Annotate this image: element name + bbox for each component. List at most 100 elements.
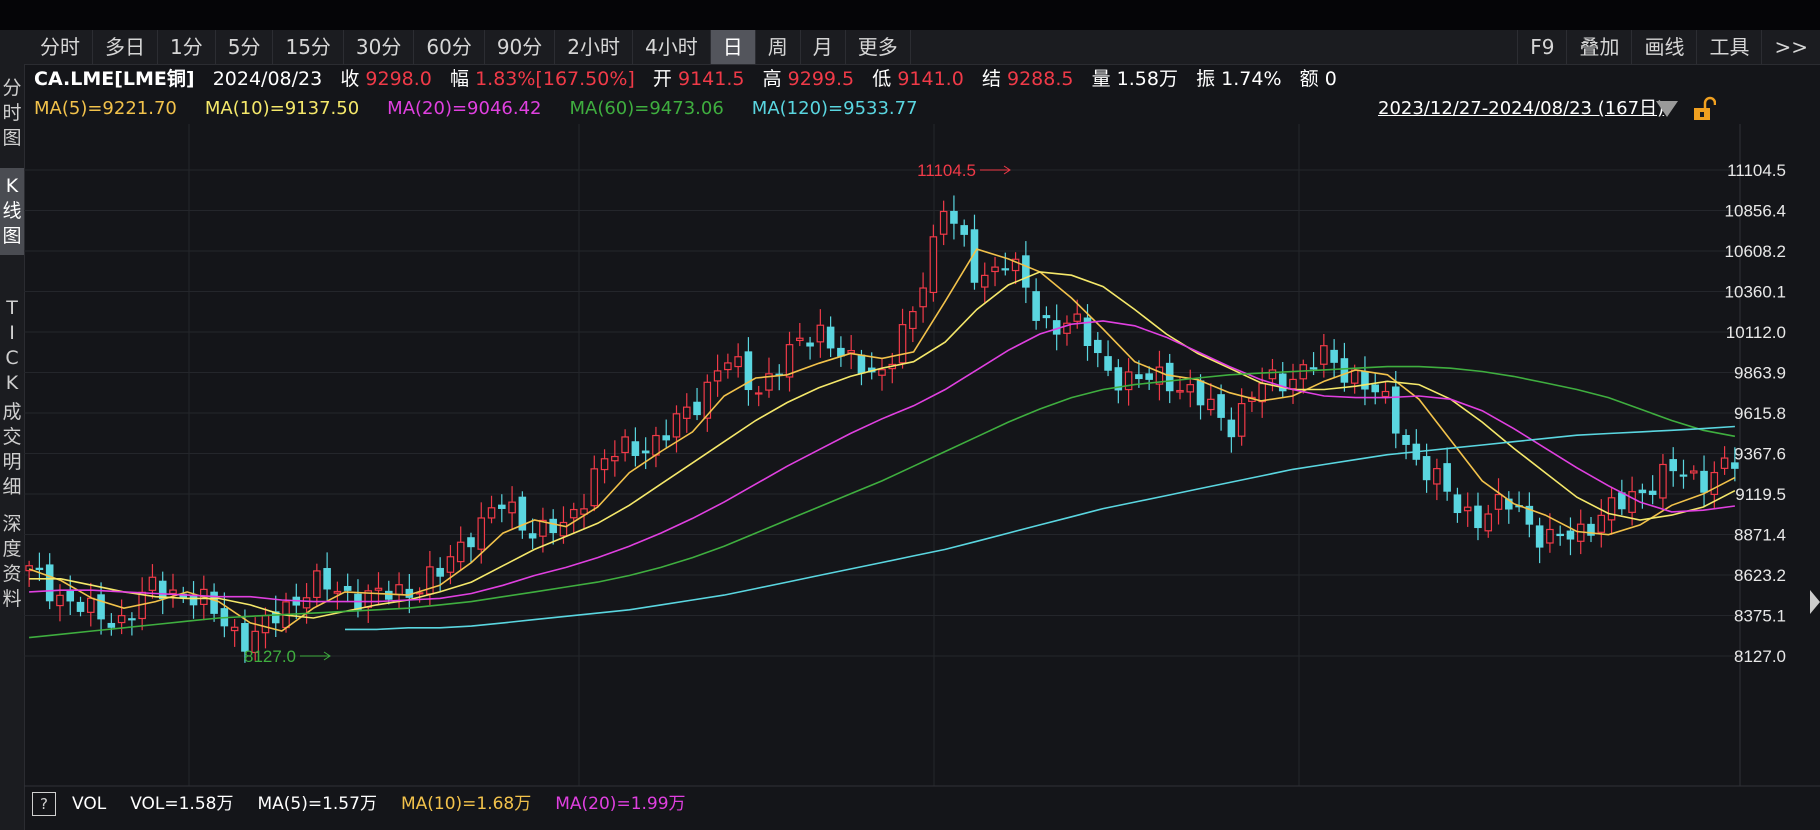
candle-body	[1587, 523, 1595, 536]
candle-body	[1391, 386, 1400, 434]
tool-button[interactable]: 工具	[1696, 30, 1761, 64]
open-label: 开	[652, 68, 672, 90]
ma-legend-item: MA(10)=9137.50	[204, 98, 360, 119]
candle-body	[456, 541, 465, 563]
candle-body	[1700, 470, 1708, 493]
candle-body	[343, 585, 352, 591]
period-tab[interactable]: 多日	[93, 30, 158, 64]
symbol-label: CA.LME[LME铜]	[34, 68, 195, 90]
y-tick-label: 10360.1	[1725, 283, 1786, 302]
period-tab[interactable]: 1分	[158, 30, 216, 64]
unlock-icon[interactable]	[1690, 96, 1716, 122]
candle-body	[128, 618, 136, 621]
volume-label: 量	[1091, 68, 1111, 90]
candle-body	[796, 337, 804, 342]
candle-body	[1689, 470, 1698, 474]
period-tab[interactable]: 周	[756, 30, 801, 64]
period-tab[interactable]: 15分	[273, 30, 344, 64]
range-dropdown-icon[interactable]	[1656, 101, 1678, 117]
candle-body	[1145, 373, 1153, 380]
tool-button[interactable]: 叠加	[1566, 30, 1631, 64]
help-icon[interactable]: ?	[32, 792, 56, 816]
side-tab[interactable]: 分时图	[2, 77, 22, 149]
tool-button[interactable]: F9	[1517, 30, 1566, 64]
expand-right-icon[interactable]	[1810, 590, 1820, 614]
candle-body	[436, 567, 444, 577]
candle-body	[1628, 491, 1636, 513]
tool-button[interactable]: 画线	[1631, 30, 1696, 64]
candle-body	[251, 630, 259, 654]
candle-body	[1463, 506, 1472, 512]
candle-body	[641, 450, 650, 454]
high-label: 高	[762, 68, 782, 90]
candle-body	[1474, 505, 1482, 529]
ma-legend-item: MA(120)=9533.77	[751, 98, 918, 119]
close-value: 9298.0	[365, 68, 432, 90]
candle-body	[1135, 374, 1143, 380]
period-tab[interactable]: 月	[801, 30, 846, 64]
volume-legend: ? VOL VOL=1.58万 MA(5)=1.57万 MA(10)=1.68万 MA…	[32, 790, 710, 818]
period-tab[interactable]: 更多	[846, 30, 911, 64]
volume-legend-item: MA(10)=1.68万	[400, 794, 532, 814]
candle-body	[631, 441, 640, 456]
candle-body	[672, 413, 681, 438]
period-tab[interactable]: 分时	[28, 30, 93, 64]
y-tick-label: 8623.2	[1734, 566, 1786, 585]
candle-body	[1340, 358, 1349, 383]
candle-body	[1330, 349, 1338, 363]
period-tab[interactable]: 90分	[485, 30, 556, 64]
candle-body	[1648, 490, 1657, 495]
candle-body	[1679, 474, 1688, 477]
candle-body	[1556, 533, 1564, 537]
candle-body	[210, 591, 218, 614]
candle-body	[1607, 497, 1616, 521]
candle-body	[1453, 494, 1462, 514]
chart-tools: F9 叠加 画线 工具 >>	[1517, 30, 1820, 64]
y-tick-label: 8127.0	[1734, 647, 1786, 666]
candle-body	[35, 567, 44, 571]
date-range-selector[interactable]: 2023/12/27-2024/08/23 (167日)	[1378, 98, 1665, 119]
period-toolbar: 分时 多日 1分 5分 15分 30分 60分 90分 2小时 4小时日周月更多 F9 叠加 画线 工具…	[0, 30, 1820, 65]
ma-legend-item: MA(5)=9221.70	[34, 98, 177, 119]
candle-body	[66, 590, 75, 602]
candle-body	[1494, 493, 1503, 510]
period-tab[interactable]: 4小时	[633, 30, 711, 64]
period-tab[interactable]: 5分	[216, 30, 274, 64]
candle-body	[1710, 471, 1719, 495]
candle-body	[1422, 456, 1431, 481]
candle-body	[323, 568, 331, 590]
candle-body	[1669, 459, 1677, 472]
candle-body	[1176, 389, 1184, 393]
candle-body	[713, 370, 722, 382]
candle-body	[929, 236, 938, 294]
side-tab[interactable]: 成交明细	[2, 401, 22, 498]
candle-body	[682, 406, 691, 419]
candle-body	[847, 349, 855, 354]
candle-body	[1155, 366, 1164, 385]
y-tick-label: 10608.2	[1725, 242, 1786, 261]
volume-legend-item: VOL=1.58万	[130, 794, 234, 814]
candle-body	[806, 342, 814, 347]
period-tab[interactable]: 60分	[414, 30, 485, 64]
period-tab[interactable]: 30分	[344, 30, 415, 64]
candle-body	[1268, 369, 1277, 380]
kline-chart[interactable]: 11104.5 10856.4 10608.2 10360.1 10112.0 9863.…	[24, 124, 1820, 790]
candle-body	[703, 381, 712, 419]
candle-body	[816, 324, 825, 343]
y-tick-label: 10856.4	[1725, 201, 1786, 220]
candle-body	[189, 595, 198, 606]
y-tick-label: 10112.0	[1726, 323, 1786, 342]
candle-body	[600, 458, 609, 471]
ma-legend-item: MA(60)=9473.06	[569, 98, 724, 119]
candle-body	[508, 501, 516, 514]
vol-title: VOL	[72, 794, 107, 814]
close-label: 收	[340, 68, 360, 90]
candle-body	[1124, 371, 1133, 391]
tool-button[interactable]: >>	[1761, 30, 1820, 64]
period-tab[interactable]: 日	[710, 30, 756, 64]
side-tab[interactable]: 深度资料	[2, 513, 22, 610]
period-tab[interactable]: 2小时	[555, 30, 634, 64]
candle-body	[1196, 380, 1205, 406]
